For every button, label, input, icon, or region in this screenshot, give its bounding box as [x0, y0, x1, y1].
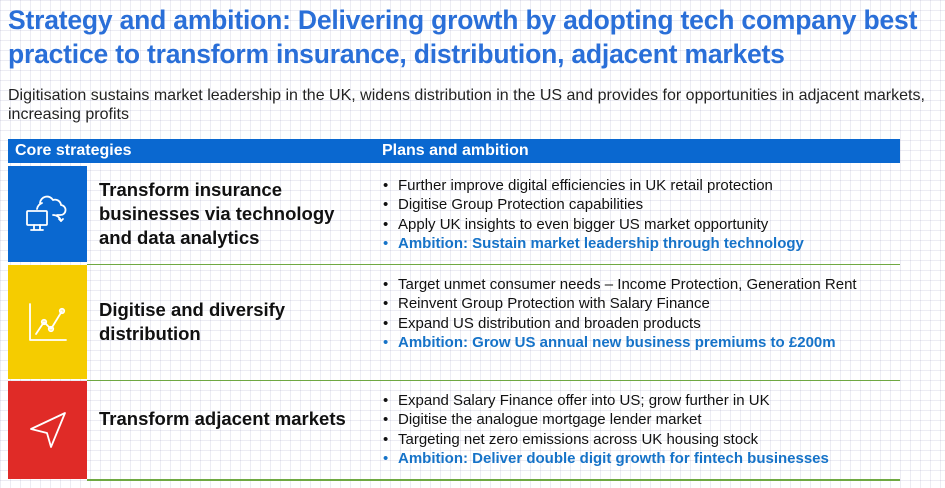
table-header: Core strategies Plans and ambition	[8, 139, 900, 163]
plan-item: Digitise the analogue mortgage lender ma…	[383, 410, 829, 429]
page-subtitle: Digitisation sustains market leadership …	[8, 87, 925, 123]
strategy-title: Transform insurance businesses via techn…	[99, 179, 335, 248]
ambition-item: Ambition: Grow US annual new business pr…	[383, 333, 857, 352]
row-color-block	[8, 166, 87, 262]
row-color-block	[8, 381, 87, 479]
plan-item: Reinvent Group Protection with Salary Fi…	[383, 294, 857, 313]
plan-item: Apply UK insights to even bigger US mark…	[383, 215, 804, 234]
strategy-title: Digitise and diversify distribution	[99, 299, 286, 344]
plan-item: Targeting net zero emissions across UK h…	[383, 430, 829, 449]
core-strategies-header: Core strategies	[15, 142, 132, 159]
line-chart-icon	[24, 298, 72, 346]
row-divider	[87, 264, 900, 265]
plans-list: Expand Salary Finance offer into US; gro…	[383, 391, 829, 468]
plan-item: Expand US distribution and broaden produ…	[383, 314, 857, 333]
strategy-title: Transform adjacent markets	[99, 408, 346, 429]
ambition-item: Ambition: Sustain market leadership thro…	[383, 234, 804, 253]
plan-item: Further improve digital efficiencies in …	[383, 176, 804, 195]
plan-item: Target unmet consumer needs – Income Pro…	[383, 275, 857, 294]
row-divider	[87, 380, 900, 381]
plan-item: Expand Salary Finance offer into US; gro…	[383, 391, 829, 410]
table-bottom-border	[87, 479, 900, 481]
page-title: Strategy and ambition: Delivering growth…	[8, 5, 918, 69]
strategy-row-adjacent-markets: Transform adjacent markets Expand Salary…	[8, 381, 900, 479]
cloud-computer-icon	[23, 189, 73, 239]
strategy-row-distribution: Digitise and diversify distribution Targ…	[8, 265, 900, 379]
ambition-item: Ambition: Deliver double digit growth fo…	[383, 449, 829, 468]
plan-item: Digitise Group Protection capabilities	[383, 195, 804, 214]
strategy-row-technology: Transform insurance businesses via techn…	[8, 166, 900, 262]
plans-ambition-header: Plans and ambition	[382, 142, 529, 159]
plans-list: Further improve digital efficiencies in …	[383, 176, 804, 253]
plans-list: Target unmet consumer needs – Income Pro…	[383, 275, 857, 352]
row-color-block	[8, 265, 87, 379]
navigation-arrow-icon	[25, 407, 71, 453]
